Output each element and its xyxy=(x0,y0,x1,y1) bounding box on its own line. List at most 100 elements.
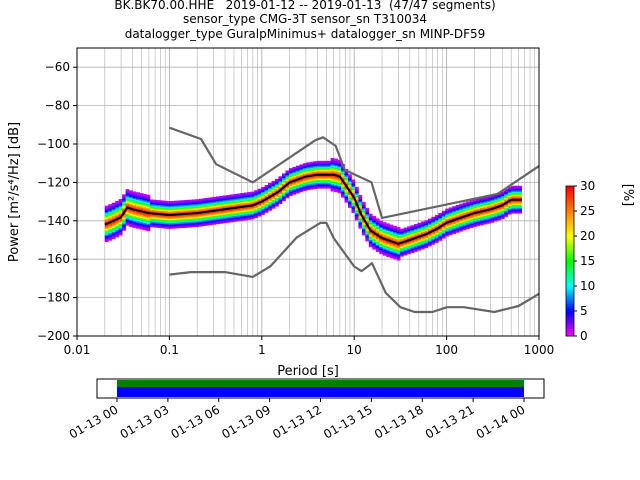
heatmap-cell xyxy=(181,204,186,207)
heatmap-cell xyxy=(302,189,307,192)
heatmap-cell xyxy=(129,194,133,197)
heatmap-cell xyxy=(174,216,179,219)
heatmap-cell xyxy=(143,203,147,206)
heatmap-cell xyxy=(507,204,512,206)
heatmap-cell xyxy=(174,219,179,222)
heatmap-cell xyxy=(118,212,123,214)
heatmap-cell xyxy=(354,218,359,221)
heatmap-cell xyxy=(434,232,439,235)
heatmap-cell xyxy=(441,230,446,233)
heatmap-cell xyxy=(278,183,283,186)
heatmap-cell xyxy=(455,230,460,233)
heatmap-cell xyxy=(261,207,265,210)
heatmap-cell xyxy=(452,222,456,224)
heatmap-cell xyxy=(125,189,130,192)
heatmap-cell xyxy=(334,161,338,164)
heatmap-cell xyxy=(250,194,255,197)
heatmap-cell xyxy=(136,195,140,198)
heatmap-cell xyxy=(417,231,422,234)
heatmap-cell xyxy=(459,219,463,222)
heatmap-cell xyxy=(361,232,366,235)
heatmap-cell xyxy=(222,209,227,212)
heatmap-cell xyxy=(445,234,450,237)
heatmap-cell xyxy=(330,176,335,179)
heatmap-cell xyxy=(337,187,342,189)
heatmap-cell xyxy=(386,229,390,232)
heatmap-cell xyxy=(358,216,363,219)
heatmap-cell xyxy=(174,217,179,220)
heatmap-cell xyxy=(351,201,356,203)
heatmap-cell xyxy=(438,220,443,223)
heatmap-cell xyxy=(139,198,144,201)
heatmap-cell xyxy=(160,219,165,222)
heatmap-cell xyxy=(424,241,429,244)
heatmap-cell xyxy=(153,204,158,207)
heatmap-cell xyxy=(403,241,408,244)
heatmap-cell xyxy=(407,232,411,235)
heatmap-cell xyxy=(143,225,147,228)
heatmap-cell xyxy=(236,197,241,200)
heatmap-cell xyxy=(400,246,404,248)
heatmap-cell xyxy=(268,207,272,210)
colorbar-tick-label: 5 xyxy=(580,304,588,318)
heatmap-cell xyxy=(323,185,328,188)
heatmap-cell xyxy=(143,202,147,205)
heatmap-cell xyxy=(108,209,113,212)
heatmap-cell xyxy=(337,169,342,172)
heatmap-cell xyxy=(344,174,349,177)
heatmap-cell xyxy=(334,170,338,173)
heatmap-cell xyxy=(288,188,293,191)
heatmap-cell xyxy=(302,174,307,177)
heatmap-cell xyxy=(108,232,113,235)
heatmap-cell xyxy=(334,164,338,167)
heatmap-cell xyxy=(136,221,140,223)
heatmap-cell xyxy=(452,229,456,232)
heatmap-cell xyxy=(462,209,467,212)
heatmap-cell xyxy=(243,196,248,199)
heatmap-cell xyxy=(386,249,390,252)
heatmap-cell xyxy=(334,173,338,175)
heatmap-cell xyxy=(511,204,516,207)
heatmap-cell xyxy=(104,215,109,218)
heatmap-cell xyxy=(320,169,324,172)
heatmap-cell xyxy=(358,199,363,202)
heatmap-cell xyxy=(240,193,245,195)
heatmap-cell xyxy=(302,166,307,168)
heatmap-cell xyxy=(240,197,245,200)
heatmap-cell xyxy=(497,208,502,211)
colorbar-segment xyxy=(566,203,574,207)
heatmap-cell xyxy=(354,217,359,219)
heatmap-cell xyxy=(129,219,133,222)
x-axis-ticks: 0.01 0.1 1 10 100 1000 xyxy=(64,336,555,357)
heatmap-cell xyxy=(306,182,311,185)
heatmap-cell xyxy=(139,197,144,200)
heatmap-cell xyxy=(254,214,258,217)
heatmap-cell xyxy=(226,217,231,220)
heatmap-cell xyxy=(250,213,255,216)
heatmap-cell xyxy=(309,164,314,167)
heatmap-cell xyxy=(306,172,311,175)
heatmap-cell xyxy=(403,246,408,249)
heatmap-cell xyxy=(420,244,425,247)
heatmap-cell xyxy=(295,171,300,174)
x-tick-label: 1000 xyxy=(524,343,555,357)
heatmap-cell xyxy=(278,176,283,179)
chart-title-line-1: BK.BK70.00.HHE 2019-01-12 -- 2019-01-13 … xyxy=(114,0,496,12)
heatmap-cell xyxy=(104,238,109,241)
heatmap-cell xyxy=(358,218,363,220)
heatmap-cell xyxy=(153,201,158,204)
heatmap-cell xyxy=(170,208,175,211)
heatmap-cell xyxy=(292,187,297,189)
heatmap-cell xyxy=(132,211,137,214)
heatmap-cell xyxy=(427,238,432,241)
heatmap-cell xyxy=(146,199,151,201)
heatmap-cell xyxy=(372,216,377,218)
heatmap-cell xyxy=(507,209,512,212)
heatmap-cell xyxy=(111,202,116,205)
heatmap-cell xyxy=(264,185,269,187)
heatmap-cell xyxy=(441,210,446,213)
heatmap-cell xyxy=(243,195,248,198)
heatmap-cell xyxy=(320,183,324,186)
heatmap-cell xyxy=(257,214,262,217)
heatmap-cell xyxy=(108,205,113,208)
